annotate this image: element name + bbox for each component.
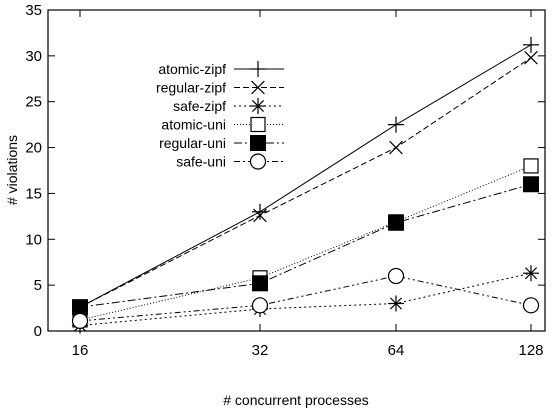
y-tick-label: 20 [25, 140, 42, 157]
y-tick-label: 25 [25, 94, 42, 111]
legend-label: safe-zipf [173, 98, 226, 114]
x-tick-label: 64 [388, 342, 405, 359]
series-atomic-zipf [72, 36, 539, 316]
data-point [522, 297, 540, 314]
axis-ticks: 0 5 10 15 20 25 30 35 16 32 64 128 [25, 2, 545, 359]
y-axis-label: # violations [4, 135, 20, 205]
data-point [523, 36, 539, 53]
data-point [252, 203, 268, 220]
y-tick-label: 15 [25, 185, 42, 202]
series-regular-uni [72, 176, 539, 316]
legend-marker [250, 116, 266, 133]
data-point [523, 176, 539, 193]
data-point [252, 275, 268, 292]
data-point [253, 208, 267, 223]
series-safe-zipf [72, 265, 539, 334]
data-point [388, 214, 404, 231]
series-atomic-uni [72, 158, 539, 328]
legend-entry: atomic-zipf [158, 61, 284, 77]
series-layer [71, 36, 540, 334]
legend-marker [251, 80, 265, 95]
legend-label: atomic-zipf [158, 61, 226, 77]
legend-marker [249, 153, 267, 170]
legend-entry: regular-zipf [156, 80, 284, 96]
series-line [79, 44, 532, 308]
y-tick-label: 35 [25, 2, 42, 19]
legend-entry: atomic-uni [161, 117, 284, 133]
legend-label: atomic-uni [161, 117, 226, 133]
legend: atomic-zipf regular-zipf safe-zipf atomic-u… [156, 61, 284, 170]
y-tick-label: 0 [34, 323, 42, 340]
data-point [523, 158, 539, 174]
legend-entry: safe-uni [176, 153, 284, 170]
data-point [71, 312, 89, 330]
x-tick-label: 16 [72, 342, 89, 359]
data-point [72, 299, 88, 316]
y-tick-label: 10 [25, 231, 42, 248]
y-tick-label: 5 [34, 277, 42, 294]
data-point [389, 140, 403, 155]
legend-label: safe-uni [176, 154, 226, 170]
legend-label: regular-zipf [156, 80, 226, 96]
legend-entry: safe-zipf [173, 98, 284, 114]
data-point [388, 295, 404, 312]
legend-marker [250, 135, 266, 151]
series-line [79, 57, 532, 308]
legend-entry: regular-uni [159, 135, 284, 151]
series-line [79, 272, 532, 326]
series-line [79, 165, 532, 321]
plot-frame [47, 9, 546, 332]
legend-marker [250, 61, 266, 77]
legend-label: regular-uni [159, 135, 226, 151]
series-line [79, 275, 532, 322]
data-point [388, 116, 404, 133]
series-safe-uni [71, 267, 540, 330]
legend-marker [250, 98, 266, 114]
y-tick-label: 30 [25, 48, 42, 65]
x-tick-label: 128 [518, 342, 543, 359]
x-axis-label: # concurrent processes [223, 392, 369, 408]
data-point [523, 265, 539, 282]
series-line [79, 183, 532, 308]
data-point [387, 267, 405, 285]
x-tick-label: 32 [252, 342, 269, 359]
data-point [251, 297, 269, 314]
data-point [524, 50, 538, 65]
